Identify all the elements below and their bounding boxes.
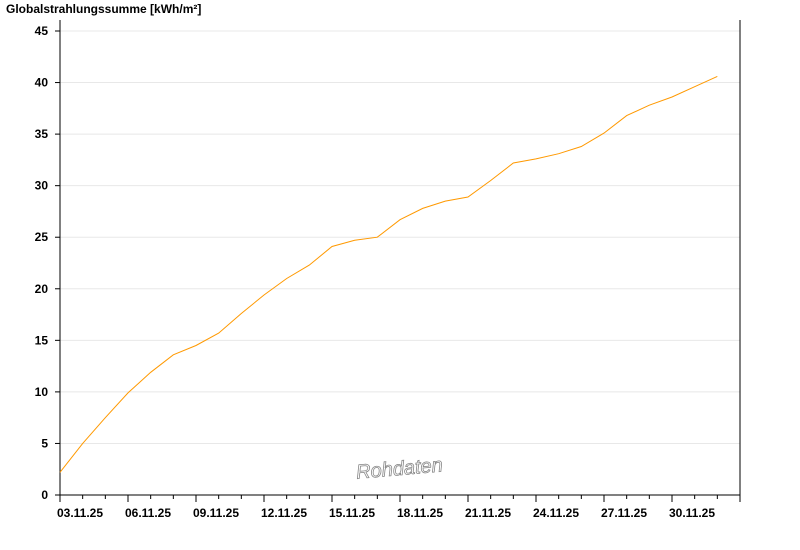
x-tick-label: 30.11.25 (669, 506, 715, 520)
x-tick-label: 03.11.25 (57, 506, 103, 520)
x-tick-label: 12.11.25 (261, 506, 307, 520)
y-tick-label: 30 (35, 179, 49, 193)
y-tick-label: 15 (35, 333, 49, 347)
y-tick-label: 0 (41, 488, 48, 502)
chart-title: Globalstrahlungssumme [kWh/m²] (6, 2, 202, 16)
y-tick-label: 35 (35, 127, 49, 141)
x-tick-label: 24.11.25 (533, 506, 579, 520)
y-tick-label: 25 (35, 230, 49, 244)
y-tick-label: 10 (35, 385, 49, 399)
x-tick-label: 18.11.25 (397, 506, 443, 520)
x-tick-label: 09.11.25 (193, 506, 239, 520)
x-tick-label: 21.11.25 (465, 506, 511, 520)
x-tick-label: 15.11.25 (329, 506, 375, 520)
watermark: Rohdaten (355, 454, 443, 483)
y-tick-label: 20 (35, 282, 49, 296)
x-tick-label: 06.11.25 (125, 506, 171, 520)
series-line (59, 75, 718, 473)
x-tick-label: 27.11.25 (601, 506, 647, 520)
y-tick-label: 5 (41, 436, 48, 450)
y-tick-label: 45 (35, 24, 49, 38)
y-tick-label: 40 (35, 76, 49, 90)
